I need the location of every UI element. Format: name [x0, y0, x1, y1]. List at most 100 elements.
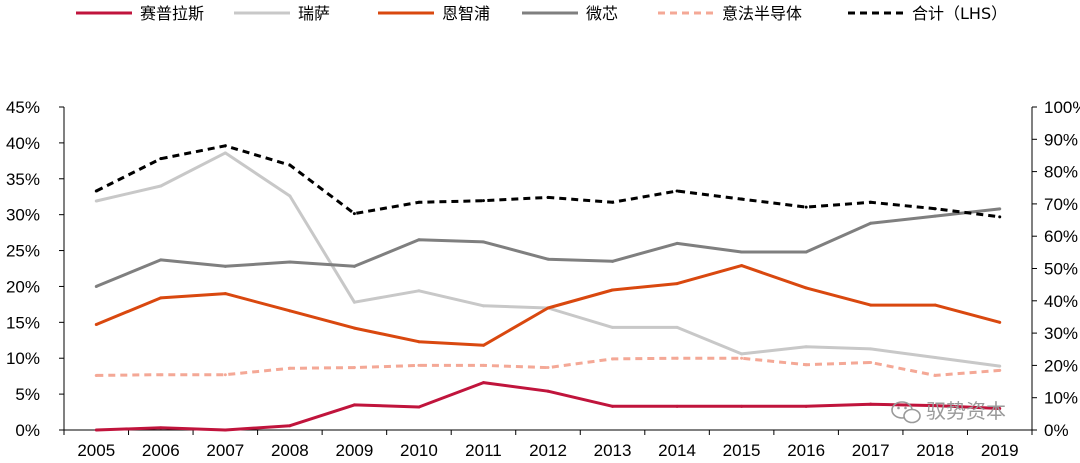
series-0-point: [869, 402, 873, 406]
x-tick-label: 2009: [335, 441, 373, 460]
right-tick-label: 40%: [1044, 292, 1078, 311]
x-tick-label: 2007: [206, 441, 244, 460]
left-tick-label: 0%: [15, 421, 40, 440]
series-line-0: [96, 381, 1000, 432]
series-2-point: [933, 303, 937, 307]
series-5-point: [933, 207, 937, 211]
series-2-point: [804, 286, 808, 290]
series-lines: [94, 144, 1002, 432]
series-5-point: [869, 200, 873, 204]
x-tick-label: 2008: [271, 441, 309, 460]
series-1-point: [675, 325, 679, 329]
series-3-point: [352, 264, 356, 268]
series-5-point: [223, 144, 227, 148]
series-5-point: [546, 195, 550, 199]
left-tick-label: 15%: [6, 313, 40, 332]
series-0-point: [481, 381, 485, 385]
series-3-point: [740, 250, 744, 254]
right-tick-label: 60%: [1044, 227, 1078, 246]
series-line-3: [95, 207, 1000, 288]
series-1-point: [611, 325, 615, 329]
series-3-point: [675, 241, 679, 245]
chart-legend: 赛普拉斯 瑞萨 恩智浦 微芯 意法半导体 合计（LHS）: [76, 4, 1007, 23]
x-tick-label: 2016: [787, 441, 825, 460]
series-0-point: [804, 404, 808, 408]
right-tick-label: 0%: [1044, 421, 1069, 440]
series-0-point: [352, 403, 356, 407]
legend-label: 合计（LHS）: [912, 4, 1007, 23]
series-1-point: [94, 199, 98, 203]
x-tick-label: 2006: [142, 441, 180, 460]
series-0-point: [933, 404, 937, 408]
series-0-point: [740, 404, 744, 408]
series-4-point: [352, 366, 356, 370]
series-5-point: [804, 205, 808, 209]
left-tick-label: 10%: [6, 349, 40, 368]
series-2-point: [546, 306, 550, 310]
watermark-text: 驭势资本: [926, 399, 1006, 423]
series-3-point: [611, 259, 615, 263]
series-0-point: [94, 428, 98, 432]
series-4-point: [869, 361, 873, 365]
series-4-point: [998, 368, 1002, 372]
series-2-point: [740, 264, 744, 268]
x-tick-label: 2012: [529, 441, 567, 460]
series-1-point: [998, 364, 1002, 368]
series-0-point: [288, 424, 292, 428]
series-1-point: [417, 289, 421, 293]
series-2-point: [611, 288, 615, 292]
wechat-icon: [891, 401, 921, 424]
series-4-point: [611, 357, 615, 361]
series-3-point: [804, 250, 808, 254]
series-0-point: [223, 428, 227, 432]
series-2-point: [869, 303, 873, 307]
series-4-point: [804, 363, 808, 367]
series-1-point: [804, 345, 808, 349]
series-4-point: [481, 363, 485, 367]
series-0-point: [417, 405, 421, 409]
series-1-point: [481, 304, 485, 308]
series-5-point: [740, 197, 744, 201]
series-2-point: [223, 292, 227, 296]
series-3-point: [159, 258, 163, 262]
series-3-point: [288, 260, 292, 264]
legend-label: 恩智浦: [442, 4, 490, 23]
series-4-point: [546, 366, 550, 370]
series-line-2: [95, 264, 1001, 347]
series-3-point: [223, 264, 227, 268]
x-tick-label: 2013: [594, 441, 632, 460]
series-3-point: [998, 207, 1002, 211]
series-2-point: [675, 282, 679, 286]
series-5-point: [481, 199, 485, 203]
right-tick-label: 10%: [1044, 389, 1078, 408]
series-1-point: [933, 356, 937, 360]
series-2-point: [417, 340, 421, 344]
series-2-point: [159, 296, 163, 300]
series-4-point: [675, 356, 679, 360]
series-3-point: [94, 284, 98, 288]
left-tick-label: 5%: [15, 385, 40, 404]
right-tick-label: 90%: [1044, 130, 1078, 149]
right-tick-label: 30%: [1044, 324, 1078, 343]
series-2-point: [998, 320, 1002, 324]
x-tick-label: 2015: [723, 441, 761, 460]
watermark: 驭势资本: [891, 399, 1006, 424]
x-tick-label: 2017: [852, 441, 890, 460]
series-5-point: [159, 157, 163, 161]
x-tick-label: 2005: [77, 441, 115, 460]
series-2-point: [94, 322, 98, 326]
right-tick-label: 100%: [1044, 98, 1080, 117]
series-2-point: [352, 326, 356, 330]
chart-axes: [63, 107, 1033, 431]
series-2-point: [481, 343, 485, 347]
series-4-point: [933, 373, 937, 377]
series-5-point: [94, 189, 98, 193]
series-5-point: [675, 189, 679, 193]
series-0-point: [546, 389, 550, 393]
series-4-point: [223, 373, 227, 377]
series-1-point: [869, 347, 873, 351]
series-5-point: [611, 200, 615, 204]
legend-label: 意法半导体: [722, 4, 802, 23]
left-axis-ticks: 0% 5% 10% 15% 20% 25% 30% 35% 40% 45%: [6, 98, 64, 440]
